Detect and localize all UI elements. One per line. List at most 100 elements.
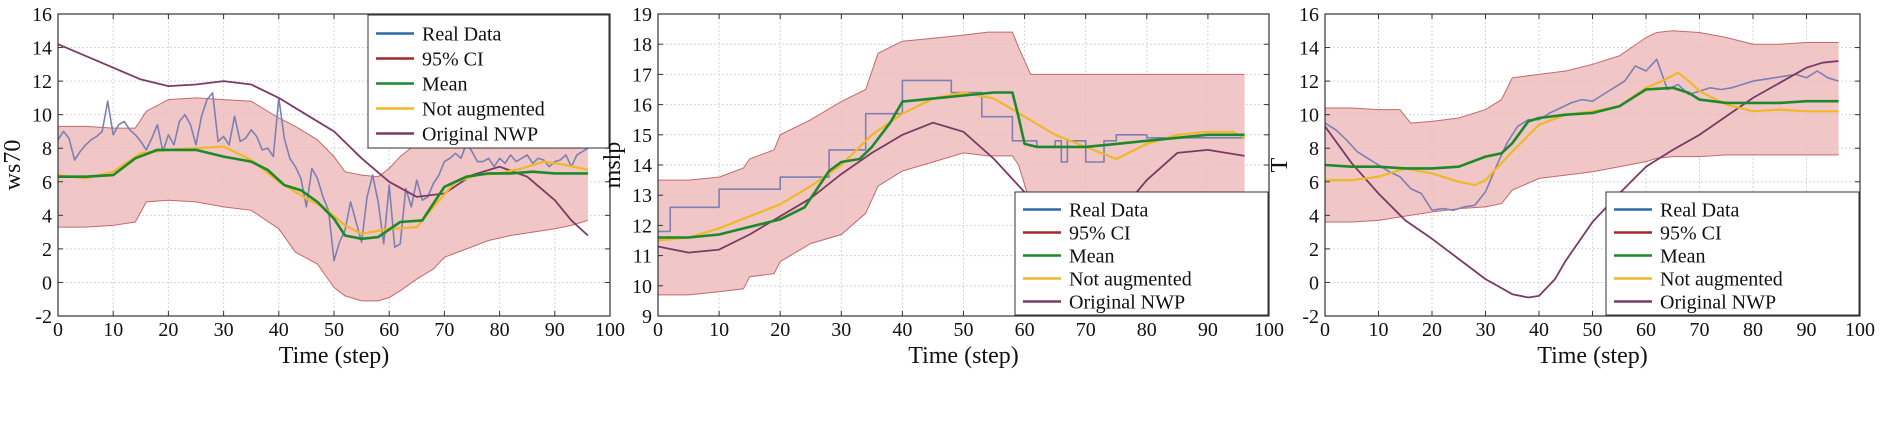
- y-tick-label: 4: [1309, 205, 1319, 227]
- x-tick-label: 20: [770, 319, 790, 341]
- x-tick-label: 90: [545, 319, 565, 341]
- x-tick-label: 0: [53, 319, 63, 341]
- original-nwp-line: [657, 121, 1245, 254]
- x-tick-label: 0: [1320, 319, 1330, 341]
- legend-box: [1605, 191, 1860, 316]
- y-tick-label: 12: [1299, 71, 1319, 93]
- x-tick-label: 60: [1015, 319, 1035, 341]
- y-tick-label: 2: [42, 239, 52, 261]
- y-tick-label: 10: [1299, 105, 1319, 127]
- x-tick-label: 90: [1797, 319, 1817, 341]
- y-tick-label: 8: [42, 138, 52, 160]
- y-tick-label: -2: [1302, 306, 1319, 328]
- y-tick-label: 19: [632, 4, 652, 26]
- mean-line: [1324, 86, 1839, 170]
- y-tick-label: 6: [1309, 172, 1319, 194]
- legend-label-original-nwp: Original NWP: [422, 124, 538, 146]
- x-tick-label: 20: [1422, 319, 1442, 341]
- x-tick-label: 40: [892, 319, 912, 341]
- y-tick-label: 13: [632, 185, 652, 207]
- y-axis-label: mslp: [600, 142, 626, 189]
- y-tick-label: 14: [32, 38, 52, 60]
- chart-panel-ws70: 0 10 20 30 40 50 60 70 80 90 100-20246810121416Tim…: [0, 4, 625, 369]
- x-axis-label: Time (step): [1537, 343, 1647, 369]
- y-tick-label: 15: [632, 125, 652, 147]
- y-tick-label: 16: [632, 95, 652, 117]
- x-tick-label: 70: [434, 319, 454, 341]
- x-tick-label: 60: [1636, 319, 1656, 341]
- ci-band: [1325, 30, 1839, 222]
- legend-label-not-augmented: Not augmented: [1069, 269, 1192, 291]
- y-tick-label: 12: [632, 215, 652, 237]
- y-tick-label: 2: [1309, 239, 1319, 261]
- x-tick-label: 60: [379, 319, 399, 341]
- y-tick-label: 12: [32, 71, 52, 93]
- y-tick-label: 16: [1299, 4, 1319, 26]
- chart-panel-mslp: 0 10 20 30 40 50 60 70 80 90 100910111213141516171…: [600, 4, 1284, 369]
- y-tick-label: 10: [32, 105, 52, 127]
- legend-label-95-ci: 95% CI: [1660, 223, 1722, 245]
- x-tick-label: 90: [1198, 319, 1218, 341]
- x-tick-label: 80: [490, 319, 510, 341]
- y-tick-label: 18: [632, 34, 652, 56]
- ci-lower-line: [1325, 154, 1839, 223]
- original-nwp-line: [1324, 60, 1839, 299]
- legend-box: [1014, 191, 1269, 316]
- legend-label-original-nwp: Original NWP: [1069, 292, 1185, 314]
- real-data-line: [57, 92, 589, 262]
- x-tick-label: 20: [158, 319, 178, 341]
- legend-label-not-augmented: Not augmented: [422, 99, 545, 121]
- x-tick-label: 80: [1137, 319, 1157, 341]
- x-tick-label: 70: [1690, 319, 1710, 341]
- x-tick-label: 10: [1369, 319, 1389, 341]
- y-tick-label: 6: [42, 172, 52, 194]
- ci-lower-line: [58, 199, 589, 302]
- legend-label-not-augmented: Not augmented: [1660, 269, 1783, 291]
- x-tick-label: 80: [1743, 319, 1763, 341]
- x-tick-label: 30: [1476, 319, 1496, 341]
- x-tick-label: 50: [324, 319, 344, 341]
- x-tick-label: 10: [709, 319, 729, 341]
- y-axis-label: ws70: [0, 140, 26, 191]
- real-data-line: [1324, 58, 1839, 212]
- y-tick-label: 14: [632, 155, 652, 177]
- x-tick-label: 100: [595, 319, 625, 341]
- y-tick-label: 0: [42, 272, 52, 294]
- x-tick-label: 70: [1076, 319, 1096, 341]
- mean-line: [658, 91, 1245, 239]
- x-tick-label: 50: [954, 319, 974, 341]
- x-tick-label: 100: [1845, 319, 1875, 341]
- y-tick-label: 17: [632, 64, 652, 86]
- x-axis-label: Time (step): [908, 343, 1018, 369]
- y-axis-label: T: [1267, 157, 1293, 172]
- legend-label-original-nwp: Original NWP: [1660, 292, 1776, 314]
- y-tick-label: 16: [32, 4, 52, 26]
- not-augmented-line: [1325, 71, 1839, 187]
- y-tick-label: 4: [42, 205, 52, 227]
- x-tick-label: 30: [831, 319, 851, 341]
- ci-band: [658, 32, 1245, 295]
- mean-line: [58, 148, 588, 241]
- legend-label-mean: Mean: [422, 74, 468, 96]
- x-tick-label: 50: [1583, 319, 1603, 341]
- x-axis-label: Time (step): [279, 343, 389, 369]
- legend-label-mean: Mean: [1660, 246, 1706, 268]
- x-tick-label: 40: [269, 319, 289, 341]
- y-tick-label: 10: [632, 276, 652, 298]
- y-tick-label: -2: [35, 306, 52, 328]
- legend-label-95-ci: 95% CI: [422, 49, 484, 71]
- x-tick-label: 0: [653, 319, 663, 341]
- y-tick-label: 0: [1309, 272, 1319, 294]
- x-tick-label: 10: [103, 319, 123, 341]
- x-tick-label: 100: [1254, 319, 1284, 341]
- real-data-line: [658, 79, 1245, 233]
- x-tick-label: 40: [1529, 319, 1549, 341]
- legend-box: [367, 14, 610, 149]
- legend-label-real-data: Real Data: [1660, 200, 1740, 222]
- chart-panel-t: 0 10 20 30 40 50 60 70 80 90 100-20246810121416Tim…: [1267, 4, 1875, 369]
- legend-label-real-data: Real Data: [1069, 200, 1149, 222]
